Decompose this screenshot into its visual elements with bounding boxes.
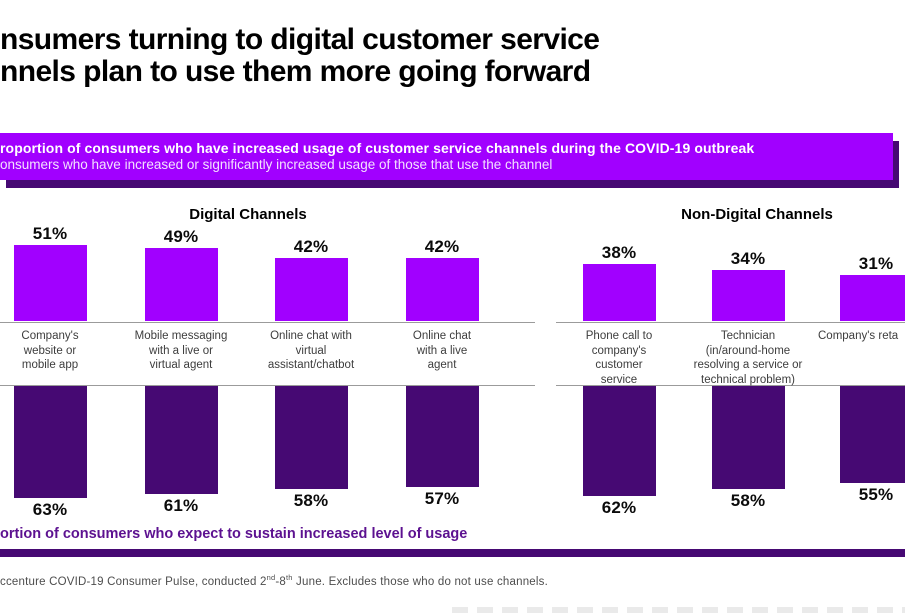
sustain-usage-bar: [839, 386, 905, 483]
banner-subheading: onsumers who have increased or significa…: [0, 157, 553, 172]
source-sup-nd: nd: [266, 573, 276, 582]
chart-header-banner: roportion of consumers who have increase…: [0, 133, 893, 180]
channel-label: Mobile messaging with a live or virtual ag…: [134, 330, 228, 371]
channel-label: Online chat with a live agent: [412, 330, 472, 371]
increased-usage-value: 51%: [32, 224, 68, 243]
increased-usage-value: 42%: [424, 237, 460, 256]
page-title-line2: nnels plan to use them more going forwar…: [0, 55, 591, 88]
sustain-usage-bar: [711, 386, 785, 489]
non-digital-baseline: [556, 322, 905, 323]
increased-usage-value: 31%: [858, 254, 894, 273]
source-note: ccenture COVID-19 Consumer Pulse, conduc…: [0, 573, 548, 588]
increased-usage-value: 42%: [293, 237, 329, 256]
sustain-usage-bar: [405, 386, 479, 487]
increased-usage-bar: [582, 264, 656, 321]
page-title-line1: nsumers turning to digital customer serv…: [0, 23, 600, 56]
digital-hangline: [0, 385, 535, 386]
sustain-usage-value: 63%: [32, 500, 68, 519]
source-sup-th: th: [286, 573, 293, 582]
increased-usage-value: 34%: [730, 249, 766, 268]
channel-label: Online chat with virtual assistant/chatbot: [267, 330, 355, 371]
sustain-usage-value: 57%: [424, 489, 460, 508]
increased-usage-value: 49%: [163, 227, 199, 246]
channel-label: Company's website or mobile app: [21, 330, 79, 371]
increased-usage-bar: [839, 275, 905, 321]
increased-usage-bar: [711, 270, 785, 321]
source-note-part2: -8: [275, 575, 286, 588]
increased-usage-bar: [274, 258, 348, 321]
source-note-part1: ccenture COVID-19 Consumer Pulse, conduc…: [0, 575, 267, 588]
source-note-part3: June. Excludes those who do not use chan…: [292, 575, 548, 588]
divider-strip: [0, 549, 905, 557]
channel-label: Phone call to company's customer service: [585, 330, 653, 386]
increased-usage-bar: [144, 248, 218, 321]
channel-label: Technician (in/around-home resolving a ser…: [693, 330, 803, 386]
sustain-usage-caption: ortion of consumers who expect to sustai…: [0, 526, 468, 542]
sustain-usage-bar: [582, 386, 656, 496]
non-digital-hangline: [556, 385, 905, 386]
increased-usage-bar: [405, 258, 479, 321]
increased-usage-bar: [13, 245, 87, 321]
sustain-usage-bar: [274, 386, 348, 489]
banner-heading: roportion of consumers who have increase…: [0, 140, 755, 156]
clipped-bottom-text: [452, 607, 905, 613]
increased-usage-value: 38%: [601, 243, 637, 262]
sustain-usage-bar: [144, 386, 218, 494]
section-header-digital: Digital Channels: [189, 206, 307, 223]
sustain-usage-value: 61%: [163, 496, 199, 515]
sustain-usage-value: 58%: [293, 491, 329, 510]
sustain-usage-value: 55%: [858, 485, 894, 504]
sustain-usage-bar: [13, 386, 87, 498]
digital-baseline: [0, 322, 535, 323]
section-header-non-digital: Non-Digital Channels: [681, 206, 833, 223]
page-title: nsumers turning to digital customer serv…: [0, 24, 905, 88]
channel-label: Company's reta: [818, 330, 899, 342]
sustain-usage-value: 62%: [601, 498, 637, 517]
sustain-usage-value: 58%: [730, 491, 766, 510]
